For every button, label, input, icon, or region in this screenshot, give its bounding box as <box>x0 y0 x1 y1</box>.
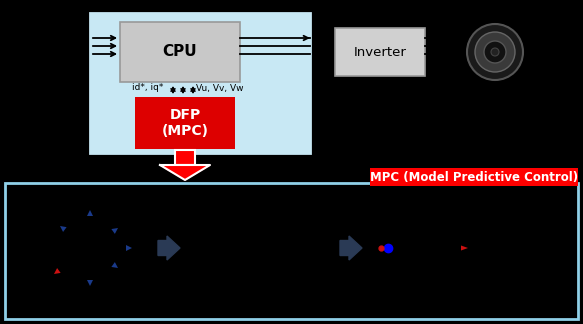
FancyArrow shape <box>54 248 90 274</box>
Bar <box>175 150 195 165</box>
Bar <box>90 13 310 153</box>
Circle shape <box>475 32 515 72</box>
FancyArrow shape <box>87 248 93 286</box>
Text: CPU: CPU <box>163 44 197 60</box>
FancyArrow shape <box>60 226 90 248</box>
FancyArrow shape <box>158 236 180 260</box>
FancyArrow shape <box>90 228 118 248</box>
Bar <box>335 28 425 76</box>
Circle shape <box>467 24 523 80</box>
Text: id*, iq*: id*, iq* <box>132 84 164 92</box>
FancyArrow shape <box>90 245 132 251</box>
FancyArrow shape <box>388 246 468 250</box>
FancyArrow shape <box>340 236 362 260</box>
Text: Vu, Vv, Vw: Vu, Vv, Vw <box>196 84 244 92</box>
FancyArrow shape <box>90 248 118 268</box>
Bar <box>135 97 235 149</box>
Text: DFP
(MPC): DFP (MPC) <box>161 108 209 138</box>
Text: MPC (Model Predictive Control): MPC (Model Predictive Control) <box>370 170 578 183</box>
Polygon shape <box>160 165 210 180</box>
FancyArrow shape <box>87 210 93 248</box>
Bar <box>370 168 578 186</box>
Bar <box>5 183 578 319</box>
Circle shape <box>491 48 499 56</box>
Bar <box>120 22 240 82</box>
Text: Inverter: Inverter <box>353 45 406 59</box>
Circle shape <box>484 41 506 63</box>
